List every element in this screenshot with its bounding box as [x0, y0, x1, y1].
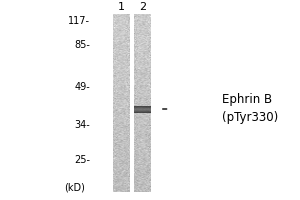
Text: (kD): (kD) [64, 182, 86, 192]
Text: 25-: 25- [74, 155, 90, 165]
Text: 49-: 49- [74, 82, 90, 92]
Text: 1: 1 [118, 2, 125, 12]
Text: (pTyr330): (pTyr330) [222, 112, 278, 124]
Text: 85-: 85- [74, 40, 90, 50]
Text: 117-: 117- [68, 16, 90, 26]
Text: Ephrin B: Ephrin B [222, 94, 272, 106]
Text: 2: 2 [139, 2, 146, 12]
Text: 34-: 34- [74, 120, 90, 130]
